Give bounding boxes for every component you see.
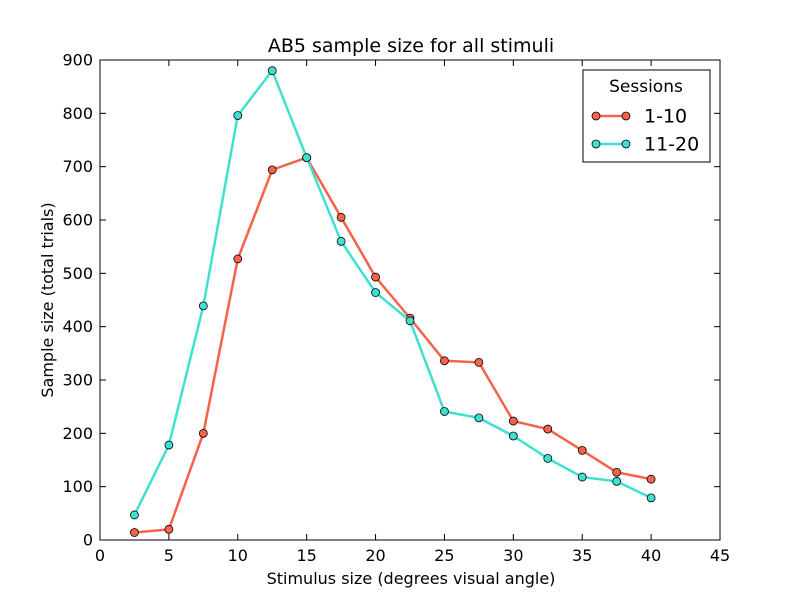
data-point-11-20 [577,472,587,482]
y-tick-label: 600 [62,211,93,230]
legend-marker-1-10 [621,111,631,121]
legend-marker-11-20 [591,139,601,149]
data-point-11-20 [405,316,415,326]
legend: Sessions 1-10 11-20 [582,69,711,163]
plot-frame [99,59,721,541]
data-point-11-20 [543,453,553,463]
y-tick-label: 200 [62,424,93,443]
data-point-1-10 [267,165,277,175]
data-point-11-20 [646,493,656,503]
y-tick-label: 800 [62,104,93,123]
x-tick-label: 0 [95,546,105,565]
y-tick-label: 400 [62,317,93,336]
x-tick-label: 20 [365,546,385,565]
data-point-1-10 [440,356,449,366]
data-point-1-10 [474,357,484,367]
x-tick-label: 40 [641,546,661,565]
x-tick-label: 25 [434,546,454,565]
series-line-11-20 [133,69,652,516]
x-tick-label: 35 [572,546,592,565]
data-point-11-20 [336,236,346,246]
data-point-11-20 [508,431,518,441]
data-point-1-10 [508,416,518,426]
y-axis-label: Sample size (total trials) [38,202,57,397]
data-point-11-20 [302,153,312,163]
x-axis-label: Stimulus size (degrees visual angle) [267,569,556,588]
data-point-1-10 [612,467,622,477]
series-line-1-10 [134,156,652,534]
data-point-11-20 [474,413,484,423]
y-tick-label: 100 [62,477,93,496]
data-point-11-20 [267,66,277,76]
legend-label-11-20: 11-20 [644,134,699,156]
y-tick-label: 500 [62,264,93,283]
legend-marker-11-20 [621,139,631,149]
data-point-1-10 [233,254,243,264]
y-tick-label: 900 [62,51,93,70]
data-point-1-10 [130,528,139,537]
data-point-11-20 [612,476,622,486]
x-tick-label: 15 [296,546,316,565]
y-tick-label: 300 [62,371,93,390]
x-tick-label: 10 [228,546,248,565]
legend-title: Sessions [609,77,683,97]
series-layer [130,66,656,537]
data-point-11-20 [164,440,174,450]
data-point-1-10 [371,272,380,282]
data-point-11-20 [198,301,208,311]
x-tick-label: 45 [710,546,730,565]
data-point-1-10 [646,474,656,484]
data-point-11-20 [371,288,380,297]
chart-title: AB5 sample size for all stimuli [268,35,554,57]
data-point-1-10 [164,524,174,534]
x-tick-label: 30 [503,546,523,565]
legend-marker-1-10 [591,111,601,121]
data-point-11-20 [440,407,449,416]
data-point-11-20 [233,111,243,120]
data-point-1-10 [543,424,553,434]
data-point-1-10 [198,428,208,438]
axis-ticks: 0 5 10 15 20 25 30 35 40 45 0 100 200 300 400 500 600 700… [62,51,730,566]
legend-entries: 1-10 11-20 [591,106,699,156]
x-tick-label: 5 [164,546,174,565]
y-tick-label: 700 [62,157,93,176]
data-point-11-20 [130,510,139,520]
legend-label-1-10: 1-10 [644,106,687,128]
data-point-1-10 [577,445,587,455]
data-point-1-10 [336,212,346,222]
y-tick-label: 0 [83,531,93,550]
